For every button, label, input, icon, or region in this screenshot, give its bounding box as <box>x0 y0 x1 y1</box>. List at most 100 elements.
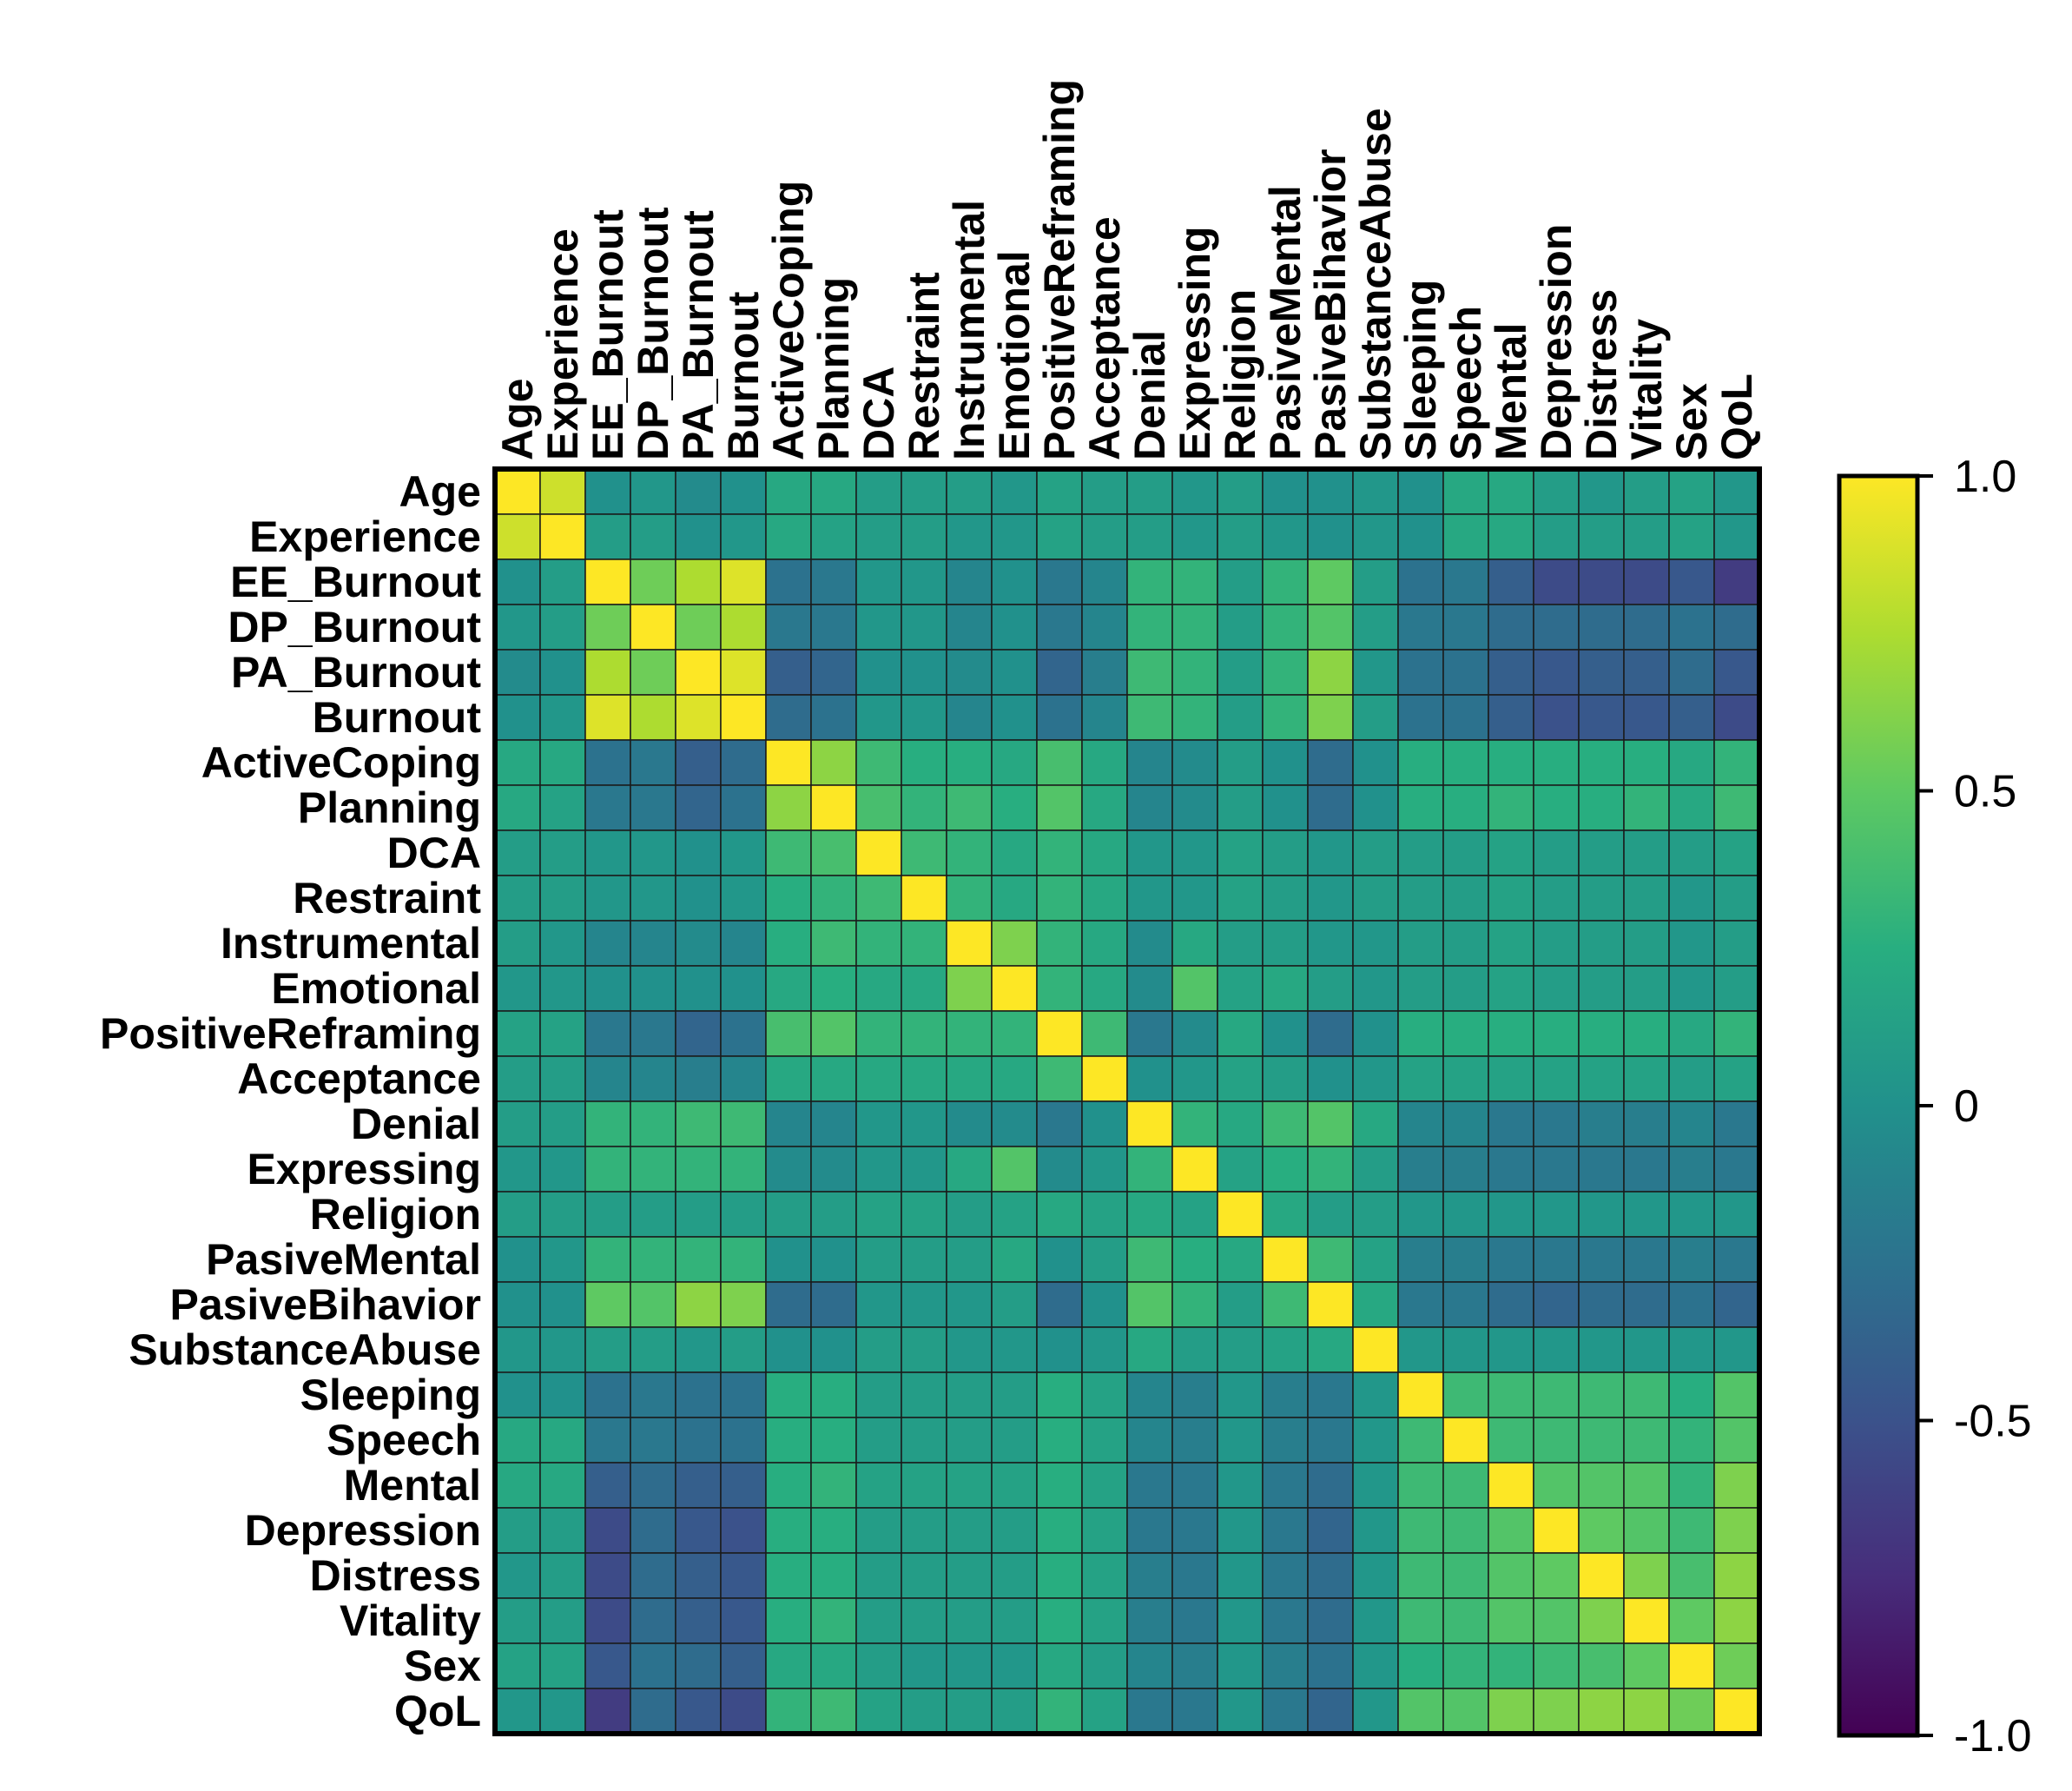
row-label: PasiveMental <box>206 1235 481 1284</box>
heatmap-cell <box>1307 920 1354 967</box>
heatmap-cell <box>1397 829 1444 876</box>
heatmap-cell <box>1442 829 1489 876</box>
heatmap-cell <box>1397 1642 1444 1689</box>
heatmap-cell <box>1713 1146 1760 1193</box>
heatmap-cell <box>855 1236 902 1283</box>
heatmap-cell <box>630 965 676 1012</box>
heatmap-cell <box>630 1010 676 1057</box>
heatmap-cell <box>1623 739 1670 786</box>
heatmap-cell <box>1126 1417 1173 1464</box>
heatmap-cell <box>494 1326 541 1373</box>
heatmap-cell <box>1668 739 1715 786</box>
heatmap-cell <box>1713 920 1760 967</box>
heatmap-cell <box>1668 1462 1715 1509</box>
heatmap-cell <box>1081 1146 1128 1193</box>
heatmap-cell <box>1623 1146 1670 1193</box>
heatmap-cell <box>855 1100 902 1147</box>
heatmap-cell <box>855 1326 902 1373</box>
heatmap-cell <box>1533 1507 1580 1554</box>
heatmap-cell <box>675 1462 722 1509</box>
heatmap-cell <box>901 1597 947 1644</box>
heatmap-cell <box>901 965 947 1012</box>
colorbar: 1.0 0.5 0 -0.5 -1.0 <box>1837 452 2032 1761</box>
heatmap-cell <box>630 558 676 605</box>
heatmap-cell <box>946 1371 993 1418</box>
heatmap-cell <box>720 1236 767 1283</box>
heatmap-cell <box>720 739 767 786</box>
heatmap-cell <box>584 1688 631 1735</box>
heatmap-cell <box>810 649 857 696</box>
heatmap-cell <box>946 649 993 696</box>
heatmap-cell <box>584 604 631 651</box>
column-label: Age <box>493 379 542 460</box>
heatmap-cell <box>765 829 812 876</box>
heatmap-cell <box>1533 1010 1580 1057</box>
column-label: Instrumental <box>945 200 993 460</box>
heatmap-cell <box>1442 1146 1489 1193</box>
heatmap-cell <box>810 1010 857 1057</box>
heatmap-cell <box>1126 1597 1173 1644</box>
heatmap-cell <box>1668 1688 1715 1735</box>
heatmap-cell <box>1262 1100 1309 1147</box>
heatmap-cell <box>1442 1642 1489 1689</box>
heatmap-cell <box>539 1462 586 1509</box>
heatmap-cell <box>1352 558 1399 605</box>
heatmap-cell <box>1442 1191 1489 1238</box>
heatmap-cell <box>1397 1236 1444 1283</box>
heatmap-cell <box>1307 1055 1354 1102</box>
heatmap-cell <box>1307 694 1354 741</box>
heatmap-cell <box>1352 920 1399 967</box>
colorbar-tick-label: 0.5 <box>1954 767 2016 817</box>
heatmap-cell <box>1307 1281 1354 1328</box>
row-label: Mental <box>344 1461 481 1510</box>
heatmap-cell <box>1217 1597 1264 1644</box>
heatmap-cell <box>675 829 722 876</box>
heatmap-cell <box>1578 829 1625 876</box>
heatmap-cell <box>1171 1236 1218 1283</box>
column-label: Mental <box>1487 323 1535 460</box>
heatmap-cell <box>810 1371 857 1418</box>
heatmap-cell <box>1081 739 1128 786</box>
heatmap-cell <box>1488 694 1534 741</box>
heatmap-cell <box>675 1326 722 1373</box>
colorbar-tick-label: 1.0 <box>1954 452 2016 502</box>
heatmap-cell <box>584 784 631 831</box>
heatmap-cell <box>1081 1688 1128 1735</box>
heatmap-cell <box>855 513 902 560</box>
heatmap-cell <box>1713 513 1760 560</box>
heatmap-cell <box>855 1146 902 1193</box>
heatmap-cell <box>1081 1055 1128 1102</box>
heatmap-cell <box>1713 604 1760 651</box>
heatmap-cell <box>901 1688 947 1735</box>
heatmap-cell <box>1533 694 1580 741</box>
heatmap-cell <box>855 829 902 876</box>
row-label: Burnout <box>313 693 482 742</box>
heatmap-cell <box>1171 1417 1218 1464</box>
heatmap-cell <box>720 1642 767 1689</box>
heatmap-cell <box>1578 784 1625 831</box>
heatmap-cell <box>720 829 767 876</box>
heatmap-cell <box>1352 1688 1399 1735</box>
heatmap-cell <box>630 1507 676 1554</box>
heatmap-cell <box>675 513 722 560</box>
plot-frame <box>492 466 1762 1736</box>
heatmap-cell <box>720 649 767 696</box>
heatmap-cell <box>1442 1597 1489 1644</box>
heatmap-cell <box>765 1597 812 1644</box>
heatmap-cell <box>765 1552 812 1599</box>
heatmap-cell <box>1397 649 1444 696</box>
heatmap-cell <box>901 1010 947 1057</box>
heatmap-cell <box>946 1417 993 1464</box>
heatmap-cell <box>630 1417 676 1464</box>
heatmap-cell <box>1081 784 1128 831</box>
heatmap-cell <box>1171 1010 1218 1057</box>
heatmap-cell <box>1442 1552 1489 1599</box>
heatmap-cell <box>765 694 812 741</box>
heatmap-cell <box>1307 1597 1354 1644</box>
heatmap-cell <box>946 1146 993 1193</box>
heatmap-cell <box>1081 1191 1128 1238</box>
heatmap-cell <box>1623 1236 1670 1283</box>
heatmap-cell <box>539 1010 586 1057</box>
heatmap-cell <box>630 1597 676 1644</box>
heatmap-cell <box>720 1146 767 1193</box>
